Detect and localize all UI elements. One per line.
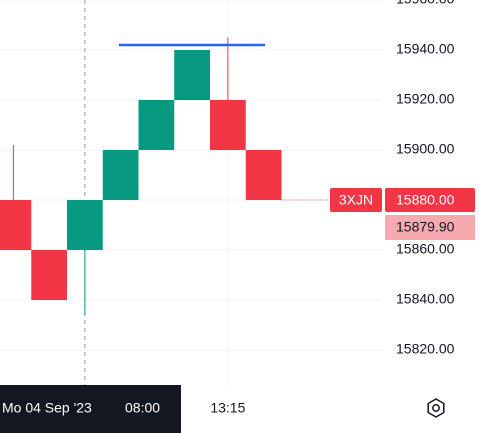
time-axis: 13:15 Mo 04 Sep '23 08:00 [0, 385, 383, 433]
brick [138, 100, 175, 150]
settings-button[interactable] [427, 398, 445, 418]
bid-price-bg [385, 215, 475, 240]
settings-icon [427, 398, 445, 418]
brick [0, 200, 32, 250]
crosshair-time-bg [0, 385, 181, 433]
y-tick-label: 15840.00 [396, 291, 455, 307]
brick [210, 100, 246, 150]
y-tick-label: 15920.00 [396, 91, 455, 107]
brick [174, 50, 210, 100]
last-price-label: 15880.00 [396, 192, 455, 208]
crosshair-date: Mo 04 Sep '23 [2, 400, 92, 416]
y-tick-label: 15900.00 [396, 141, 455, 157]
plot-area: 3XJN [0, 0, 383, 385]
x-tick-label: 13:15 [210, 400, 245, 416]
brick [102, 150, 139, 200]
symbol-label: 3XJN [339, 192, 373, 208]
symbol-label-bg [330, 188, 382, 212]
price-axis: 15820.00 15840.00 15860.00 15880.00 15900.00… [383, 0, 488, 385]
settings-icon-center [432, 404, 440, 412]
last-price-bg [385, 188, 475, 212]
crosshair-time: 08:00 [125, 400, 160, 416]
y-tick-label: 15960.00 [396, 0, 455, 7]
brick [245, 150, 282, 200]
y-tick-label: 15820.00 [396, 341, 455, 357]
y-tick-label: 15940.00 [396, 41, 455, 57]
bid-price-label: 15879.90 [396, 219, 455, 235]
brick [67, 200, 103, 250]
y-tick-label: 15860.00 [396, 241, 455, 257]
brick [31, 250, 67, 300]
